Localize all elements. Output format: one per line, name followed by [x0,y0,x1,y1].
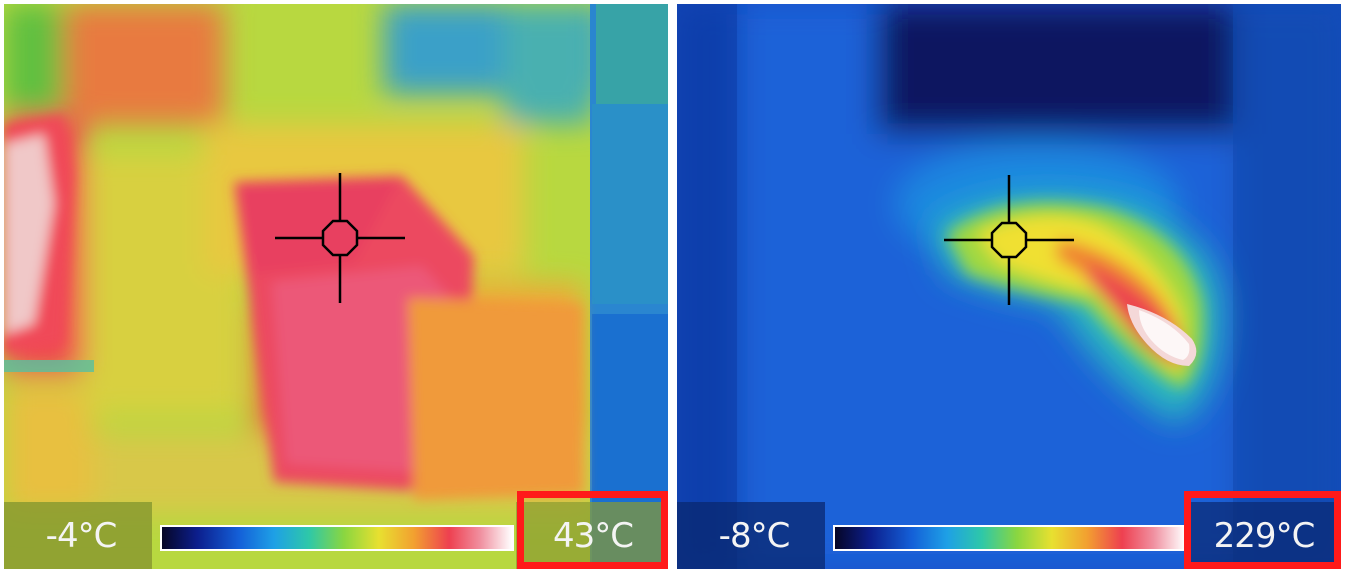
min-temp-label: -4°C [45,516,118,556]
max-temp-label: 229°C [1213,516,1316,556]
thermal-image-left [4,4,668,569]
thermal-panel-right: -8°C 229°C [677,4,1341,569]
thermal-panel-left: -4°C 43°C [4,4,668,569]
min-temp-label: -8°C [718,516,791,556]
crosshair-icon [944,175,1074,305]
max-temp-highlight [517,491,668,569]
max-temp-label: 43°C [552,516,634,556]
temperature-scale-bar [833,525,1187,551]
temperature-scale-bar [160,525,514,551]
max-temp-highlight [1184,491,1341,569]
crosshair-icon [275,173,405,303]
